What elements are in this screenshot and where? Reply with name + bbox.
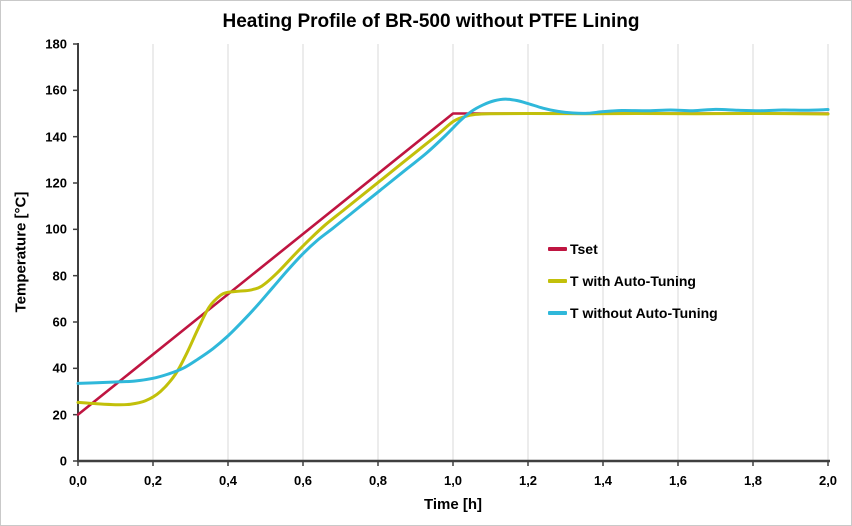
y-tick-label-0: 0 [59, 453, 67, 469]
legend-label: T with Auto-Tuning [570, 273, 696, 289]
y-axis-title: Temperature [°C] [12, 191, 30, 313]
legend-item-0: Tset [548, 233, 718, 265]
legend-marker-icon [548, 279, 567, 283]
x-tick-label-1,6: 1,6 [668, 473, 688, 488]
y-tick-label-20: 20 [52, 407, 67, 423]
x-tick-label-1,8: 1,8 [743, 473, 763, 488]
legend-marker-icon [548, 311, 567, 315]
x-tick-label-1,4: 1,4 [593, 473, 613, 488]
legend: Tset T with Auto-Tuning T without Auto-Tun… [548, 233, 718, 329]
x-tick-label-0,2: 0,2 [143, 473, 163, 488]
x-axis-title: Time [h] [423, 496, 483, 513]
legend-item-2: T without Auto-Tuning [548, 297, 718, 329]
legend-label: Tset [570, 241, 598, 257]
y-tick-label-60: 60 [52, 314, 67, 330]
y-tick-label-100: 100 [45, 221, 67, 237]
y-tick-label-120: 120 [45, 175, 67, 191]
legend-label: T without Auto-Tuning [570, 305, 718, 321]
series-line-1 [76, 111, 830, 407]
legend-item-1: T with Auto-Tuning [548, 265, 718, 297]
x-tick-label-0,8: 0,8 [368, 473, 388, 488]
y-tick-label-140: 140 [45, 129, 67, 145]
x-tick-label-1,0: 1,0 [443, 473, 463, 488]
y-tick-label-40: 40 [52, 360, 67, 376]
x-tick-label-1,2: 1,2 [518, 473, 538, 488]
y-tick-label-160: 160 [45, 82, 67, 98]
series-line-2 [76, 97, 830, 385]
x-tick-label-2,0: 2,0 [818, 473, 838, 488]
legend-marker-icon [548, 247, 567, 251]
chart-title: Heating Profile of BR-500 without PTFE L… [222, 11, 640, 32]
x-tick-label-0,0: 0,0 [68, 473, 88, 488]
x-tick-label-0,6: 0,6 [293, 473, 313, 488]
x-tick-label-0,4: 0,4 [218, 473, 238, 488]
y-tick-label-80: 80 [52, 268, 67, 284]
y-tick-label-180: 180 [45, 36, 67, 52]
